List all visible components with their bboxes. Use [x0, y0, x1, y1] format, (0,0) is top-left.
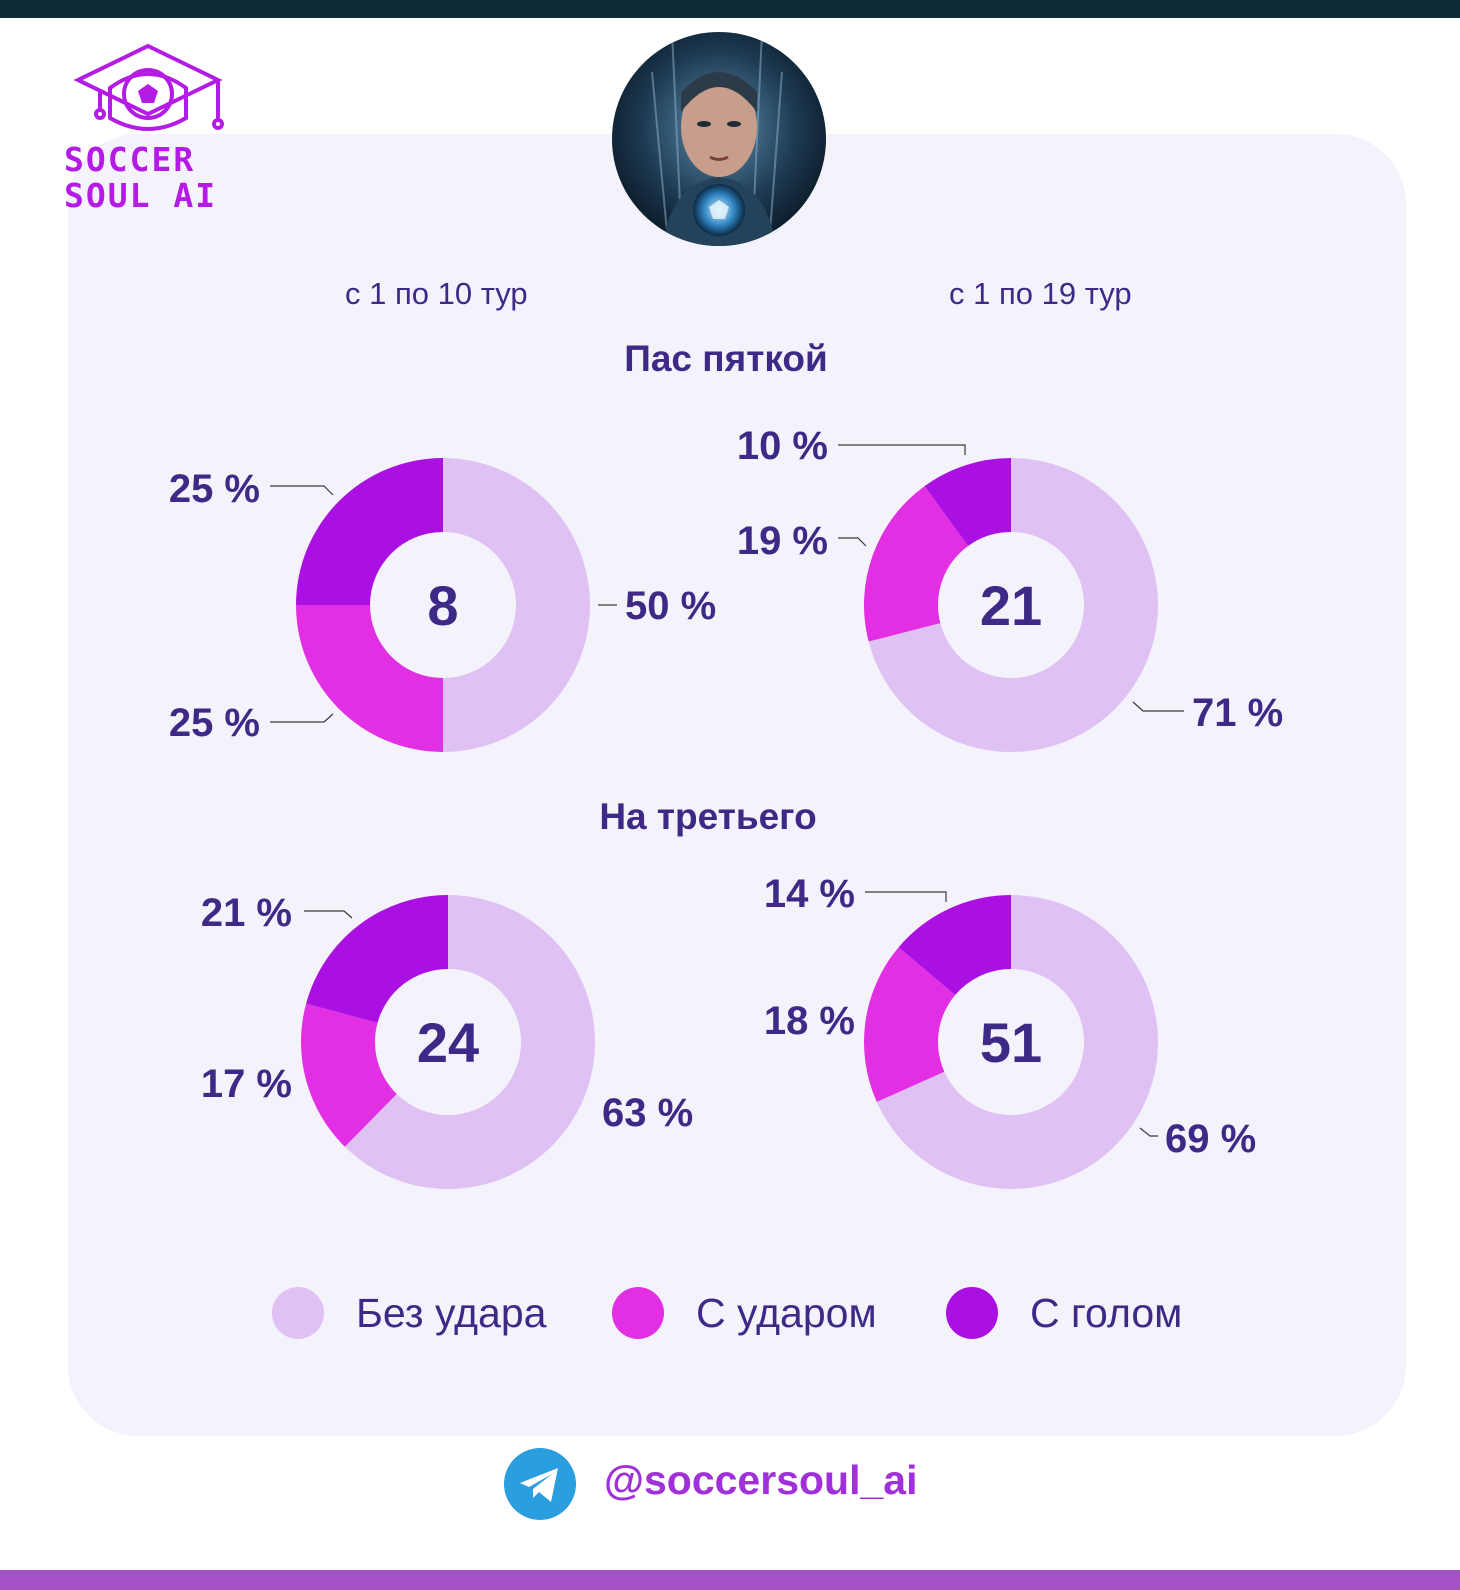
donut-slice-no-shot — [868, 458, 1159, 753]
legend-swatch-no-shot — [272, 1287, 324, 1339]
donut-chart-heel-pass-1-19: 21 71 % 19 % 10 % — [737, 424, 1283, 753]
legend-label-no-shot: Без удара — [356, 1289, 547, 1336]
content-card — [68, 134, 1406, 1436]
data-label-with-shot: 17 % — [201, 1062, 292, 1106]
data-label-no-shot: 50 % — [625, 584, 716, 628]
donut-slice-with-goal — [898, 895, 1011, 995]
legend-label-with-shot: С ударом — [696, 1289, 877, 1336]
donut-center-total: 21 — [980, 574, 1042, 637]
donut-slice-with-shot — [864, 947, 956, 1102]
soccer-ball-logo-icon — [73, 43, 224, 131]
data-label-leader-line — [865, 891, 947, 902]
donut-slice-no-shot — [443, 458, 590, 752]
donut-center-total: 8 — [427, 574, 458, 637]
donut-center-total: 51 — [980, 1011, 1042, 1074]
donut-slice-no-shot — [876, 895, 1158, 1189]
section-title-heel-pass: Пас пяткой — [624, 338, 828, 379]
period-label-left: с 1 по 10 тур — [345, 276, 528, 311]
legend-swatch-with-goal — [946, 1287, 998, 1339]
donut-slice-with-goal — [306, 895, 448, 1023]
data-label-leader-line — [304, 910, 353, 919]
data-label-with-shot: 25 % — [169, 701, 260, 745]
donut-slice-with-goal — [296, 458, 443, 605]
legend-item-with-goal: С голом — [946, 1283, 1182, 1343]
data-label-with-goal: 14 % — [764, 872, 855, 916]
data-label-with-goal: 25 % — [169, 467, 260, 511]
donut-slice-no-shot — [344, 895, 595, 1189]
data-label-no-shot: 71 % — [1192, 691, 1283, 735]
legend-label-with-goal: С голом — [1030, 1289, 1183, 1336]
data-label-leader-line — [838, 444, 966, 455]
data-label-no-shot: 63 % — [602, 1091, 693, 1135]
donut-center-total: 24 — [417, 1011, 479, 1074]
donut-slice-with-shot — [864, 486, 969, 642]
data-label-no-shot: 69 % — [1165, 1117, 1256, 1161]
data-label-leader-line — [838, 537, 867, 547]
telegram-handle-link[interactable]: @soccersoul_ai — [604, 1457, 918, 1503]
telegram-icon[interactable] — [504, 1448, 576, 1520]
data-label-with-shot: 18 % — [764, 999, 855, 1043]
data-label-leader-line — [270, 485, 334, 496]
donut-slice-with-shot — [301, 1003, 397, 1147]
data-label-with-goal: 10 % — [737, 424, 828, 468]
period-label-right: с 1 по 19 тур — [949, 276, 1132, 311]
donut-slice-with-goal — [924, 458, 1011, 546]
donut-slice-with-shot — [296, 605, 443, 752]
donut-chart-to-third-1-10: 24 63 % 17 % 21 % — [201, 891, 693, 1189]
legend-item-with-shot: С ударом — [612, 1283, 877, 1343]
data-label-with-shot: 19 % — [737, 519, 828, 563]
legend-swatch-with-shot — [612, 1287, 664, 1339]
bottom-bar — [0, 1570, 1460, 1590]
data-label-with-goal: 21 % — [201, 891, 292, 935]
donut-chart-heel-pass-1-10: 8 50 % 25 % 25 % — [169, 458, 716, 752]
logo-text-line1: SOCCER — [64, 140, 196, 179]
legend-item-no-shot: Без удара — [272, 1283, 546, 1343]
avatar — [612, 32, 826, 246]
data-label-leader-line — [1139, 1127, 1158, 1137]
data-label-leader-line — [270, 713, 334, 723]
donut-chart-to-third-1-19: 51 69 % 18 % 14 % — [764, 872, 1256, 1189]
top-bar — [0, 0, 1460, 18]
logo-text-line2: SOUL AI — [64, 176, 218, 215]
section-title-to-third: На третьего — [599, 796, 817, 837]
legend: Без удара С ударом С голом — [0, 1283, 1460, 1343]
data-label-leader-line — [1132, 701, 1184, 712]
